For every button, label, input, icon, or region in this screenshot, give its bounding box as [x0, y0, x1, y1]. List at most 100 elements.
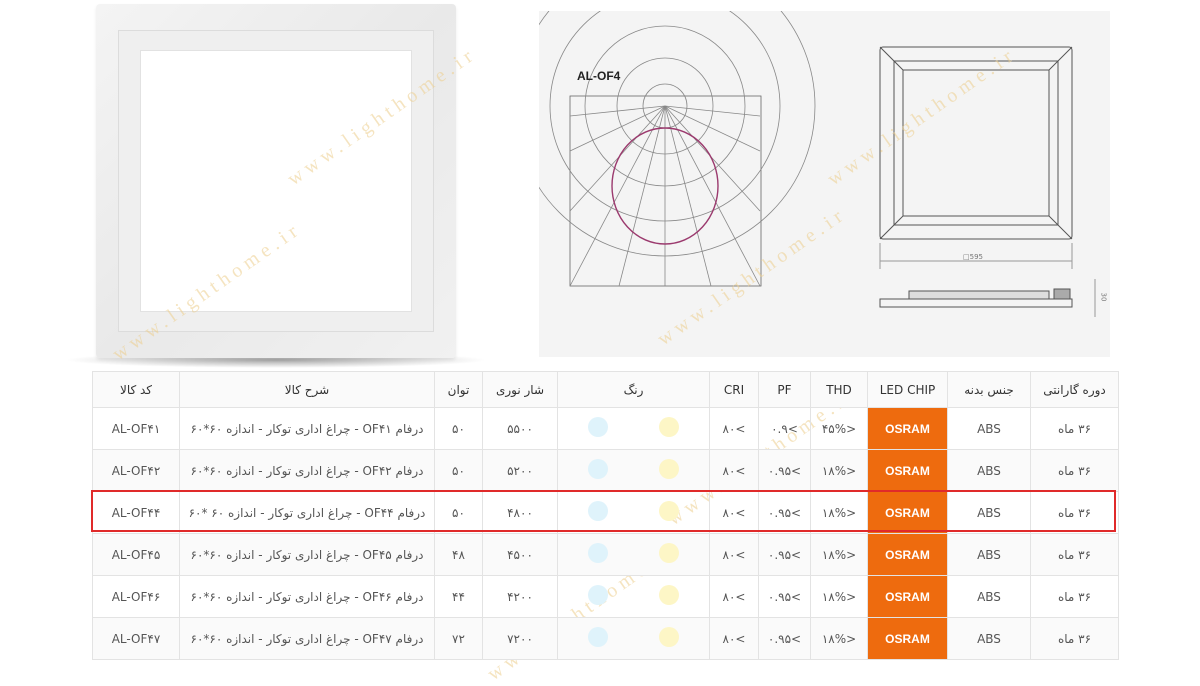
cell-thd: <۱۸%	[810, 533, 868, 576]
cell-body: ABS	[947, 491, 1031, 534]
cell-color	[557, 491, 710, 534]
technical-drawing: AL-OF4 □595 30	[539, 11, 1110, 357]
header-desc: شرح کالا	[179, 371, 435, 408]
cell-power: ۷۲	[434, 617, 483, 660]
warm-white-swatch	[659, 585, 680, 605]
cell-code: AL-OF۴۱	[92, 407, 180, 450]
table-row: ۳۶ ماه ABS OSRAM <۱۸% >۰.۹۵ >۸۰ ۴۵۰۰ ۴۸ درفام OF…	[92, 533, 1119, 576]
warm-white-swatch	[659, 417, 680, 437]
cell-pf: >۰.۹۵	[758, 491, 811, 534]
cell-warranty: ۳۶ ماه	[1030, 449, 1119, 492]
cell-code: AL-OF۴۵	[92, 533, 180, 576]
cool-white-swatch	[587, 627, 608, 647]
cell-chip: OSRAM	[867, 491, 948, 534]
warm-white-swatch	[659, 627, 680, 647]
table-row: ۳۶ ماه ABS OSRAM <۱۸% >۰.۹۵ >۸۰ ۴۲۰۰ ۴۴ درفام OF…	[92, 575, 1119, 618]
cell-warranty: ۳۶ ماه	[1030, 407, 1119, 450]
cool-white-swatch	[587, 585, 608, 605]
cell-cri: >۸۰	[709, 491, 759, 534]
cell-pf: >۰.۹	[758, 407, 811, 450]
cell-body: ABS	[947, 575, 1031, 618]
header-color: رنگ	[557, 371, 710, 408]
table-row: ۳۶ ماه ABS OSRAM <۴۵% >۰.۹ >۸۰ ۵۵۰۰ ۵۰ درفام OF۴…	[92, 407, 1119, 450]
cell-flux: ۵۵۰۰	[482, 407, 558, 450]
header-thd: THD	[810, 371, 868, 408]
header-power: توان	[434, 371, 483, 408]
cell-cri: >۸۰	[709, 407, 759, 450]
cell-power: ۴۴	[434, 575, 483, 618]
cell-pf: >۰.۹۵	[758, 449, 811, 492]
cell-color	[557, 533, 710, 576]
light-distribution-curve	[611, 127, 719, 245]
cell-desc: درفام OF۴۴ - چراغ اداری توکار - اندازه ۶…	[179, 491, 435, 534]
warm-white-swatch	[659, 501, 680, 521]
cell-color	[557, 407, 710, 450]
cell-body: ABS	[947, 617, 1031, 660]
cell-power: ۵۰	[434, 449, 483, 492]
cell-flux: ۷۲۰۰	[482, 617, 558, 660]
warm-white-swatch	[659, 459, 680, 479]
table-row: ۳۶ ماه ABS OSRAM <۱۸% >۰.۹۵ >۸۰ ۴۸۰۰ ۵۰ درفام OF…	[92, 491, 1119, 534]
cell-chip: OSRAM	[867, 617, 948, 660]
cell-pf: >۰.۹۵	[758, 617, 811, 660]
cell-power: ۴۸	[434, 533, 483, 576]
cell-thd: <۱۸%	[810, 449, 868, 492]
cell-code: AL-OF۴۲	[92, 449, 180, 492]
cell-thd: <۱۸%	[810, 491, 868, 534]
spec-table: دوره گارانتی جنس بدنه LED CHIP THD PF CR…	[92, 371, 1119, 660]
cell-flux: ۵۲۰۰	[482, 449, 558, 492]
cell-desc: درفام OF۴۶ - چراغ اداری توکار - اندازه ۶…	[179, 575, 435, 618]
cell-flux: ۴۵۰۰	[482, 533, 558, 576]
header-body: جنس بدنه	[947, 371, 1031, 408]
cell-flux: ۴۸۰۰	[482, 491, 558, 534]
model-label: AL-OF4	[577, 69, 621, 83]
cell-chip: OSRAM	[867, 533, 948, 576]
dimension-label: □595	[963, 253, 983, 261]
panel-light-surface	[140, 50, 412, 312]
cool-white-swatch	[587, 459, 608, 479]
table-row: ۳۶ ماه ABS OSRAM <۱۸% >۰.۹۵ >۸۰ ۷۲۰۰ ۷۲ درفام OF…	[92, 617, 1119, 660]
panel-side-view	[879, 279, 1096, 317]
cool-white-swatch	[587, 501, 608, 521]
cell-warranty: ۳۶ ماه	[1030, 491, 1119, 534]
cell-desc: درفام OF۴۲ - چراغ اداری توکار - اندازه ۶…	[179, 449, 435, 492]
cell-desc: درفام OF۴۵ - چراغ اداری توکار - اندازه ۶…	[179, 533, 435, 576]
table-row: ۳۶ ماه ABS OSRAM <۱۸% >۰.۹۵ >۸۰ ۵۲۰۰ ۵۰ درفام OF…	[92, 449, 1119, 492]
cell-code: AL-OF۴۷	[92, 617, 180, 660]
cell-color	[557, 449, 710, 492]
cell-desc: درفام OF۴۷ - چراغ اداری توکار - اندازه ۶…	[179, 617, 435, 660]
cell-cri: >۸۰	[709, 617, 759, 660]
cell-chip: OSRAM	[867, 575, 948, 618]
cell-chip: OSRAM	[867, 407, 948, 450]
cell-body: ABS	[947, 407, 1031, 450]
header-cri: CRI	[709, 371, 759, 408]
cell-flux: ۴۲۰۰	[482, 575, 558, 618]
header-led-chip: LED CHIP	[867, 371, 948, 408]
cell-warranty: ۳۶ ماه	[1030, 533, 1119, 576]
cell-code: AL-OF۴۴	[92, 491, 180, 534]
panel-top-view	[879, 46, 1073, 269]
header-flux: شار نوری	[482, 371, 558, 408]
header-pf: PF	[758, 371, 811, 408]
cell-color	[557, 617, 710, 660]
cell-pf: >۰.۹۵	[758, 575, 811, 618]
cell-cri: >۸۰	[709, 449, 759, 492]
polar-diagram	[539, 11, 816, 287]
cell-pf: >۰.۹۵	[758, 533, 811, 576]
cell-color	[557, 575, 710, 618]
cell-warranty: ۳۶ ماه	[1030, 575, 1119, 618]
header-warranty: دوره گارانتی	[1030, 371, 1119, 408]
cell-body: ABS	[947, 449, 1031, 492]
cell-code: AL-OF۴۶	[92, 575, 180, 618]
warm-white-swatch	[659, 543, 680, 563]
cell-cri: >۸۰	[709, 575, 759, 618]
cell-thd: <۴۵%	[810, 407, 868, 450]
cool-white-swatch	[587, 417, 608, 437]
drawing-svg	[539, 11, 1096, 317]
cell-power: ۵۰	[434, 407, 483, 450]
cell-desc: درفام OF۴۱ - چراغ اداری توکار - اندازه ۶…	[179, 407, 435, 450]
table-header-row: دوره گارانتی جنس بدنه LED CHIP THD PF CR…	[92, 371, 1119, 408]
height-label: 30	[1099, 292, 1108, 302]
cell-thd: <۱۸%	[810, 575, 868, 618]
cool-white-swatch	[587, 543, 608, 563]
